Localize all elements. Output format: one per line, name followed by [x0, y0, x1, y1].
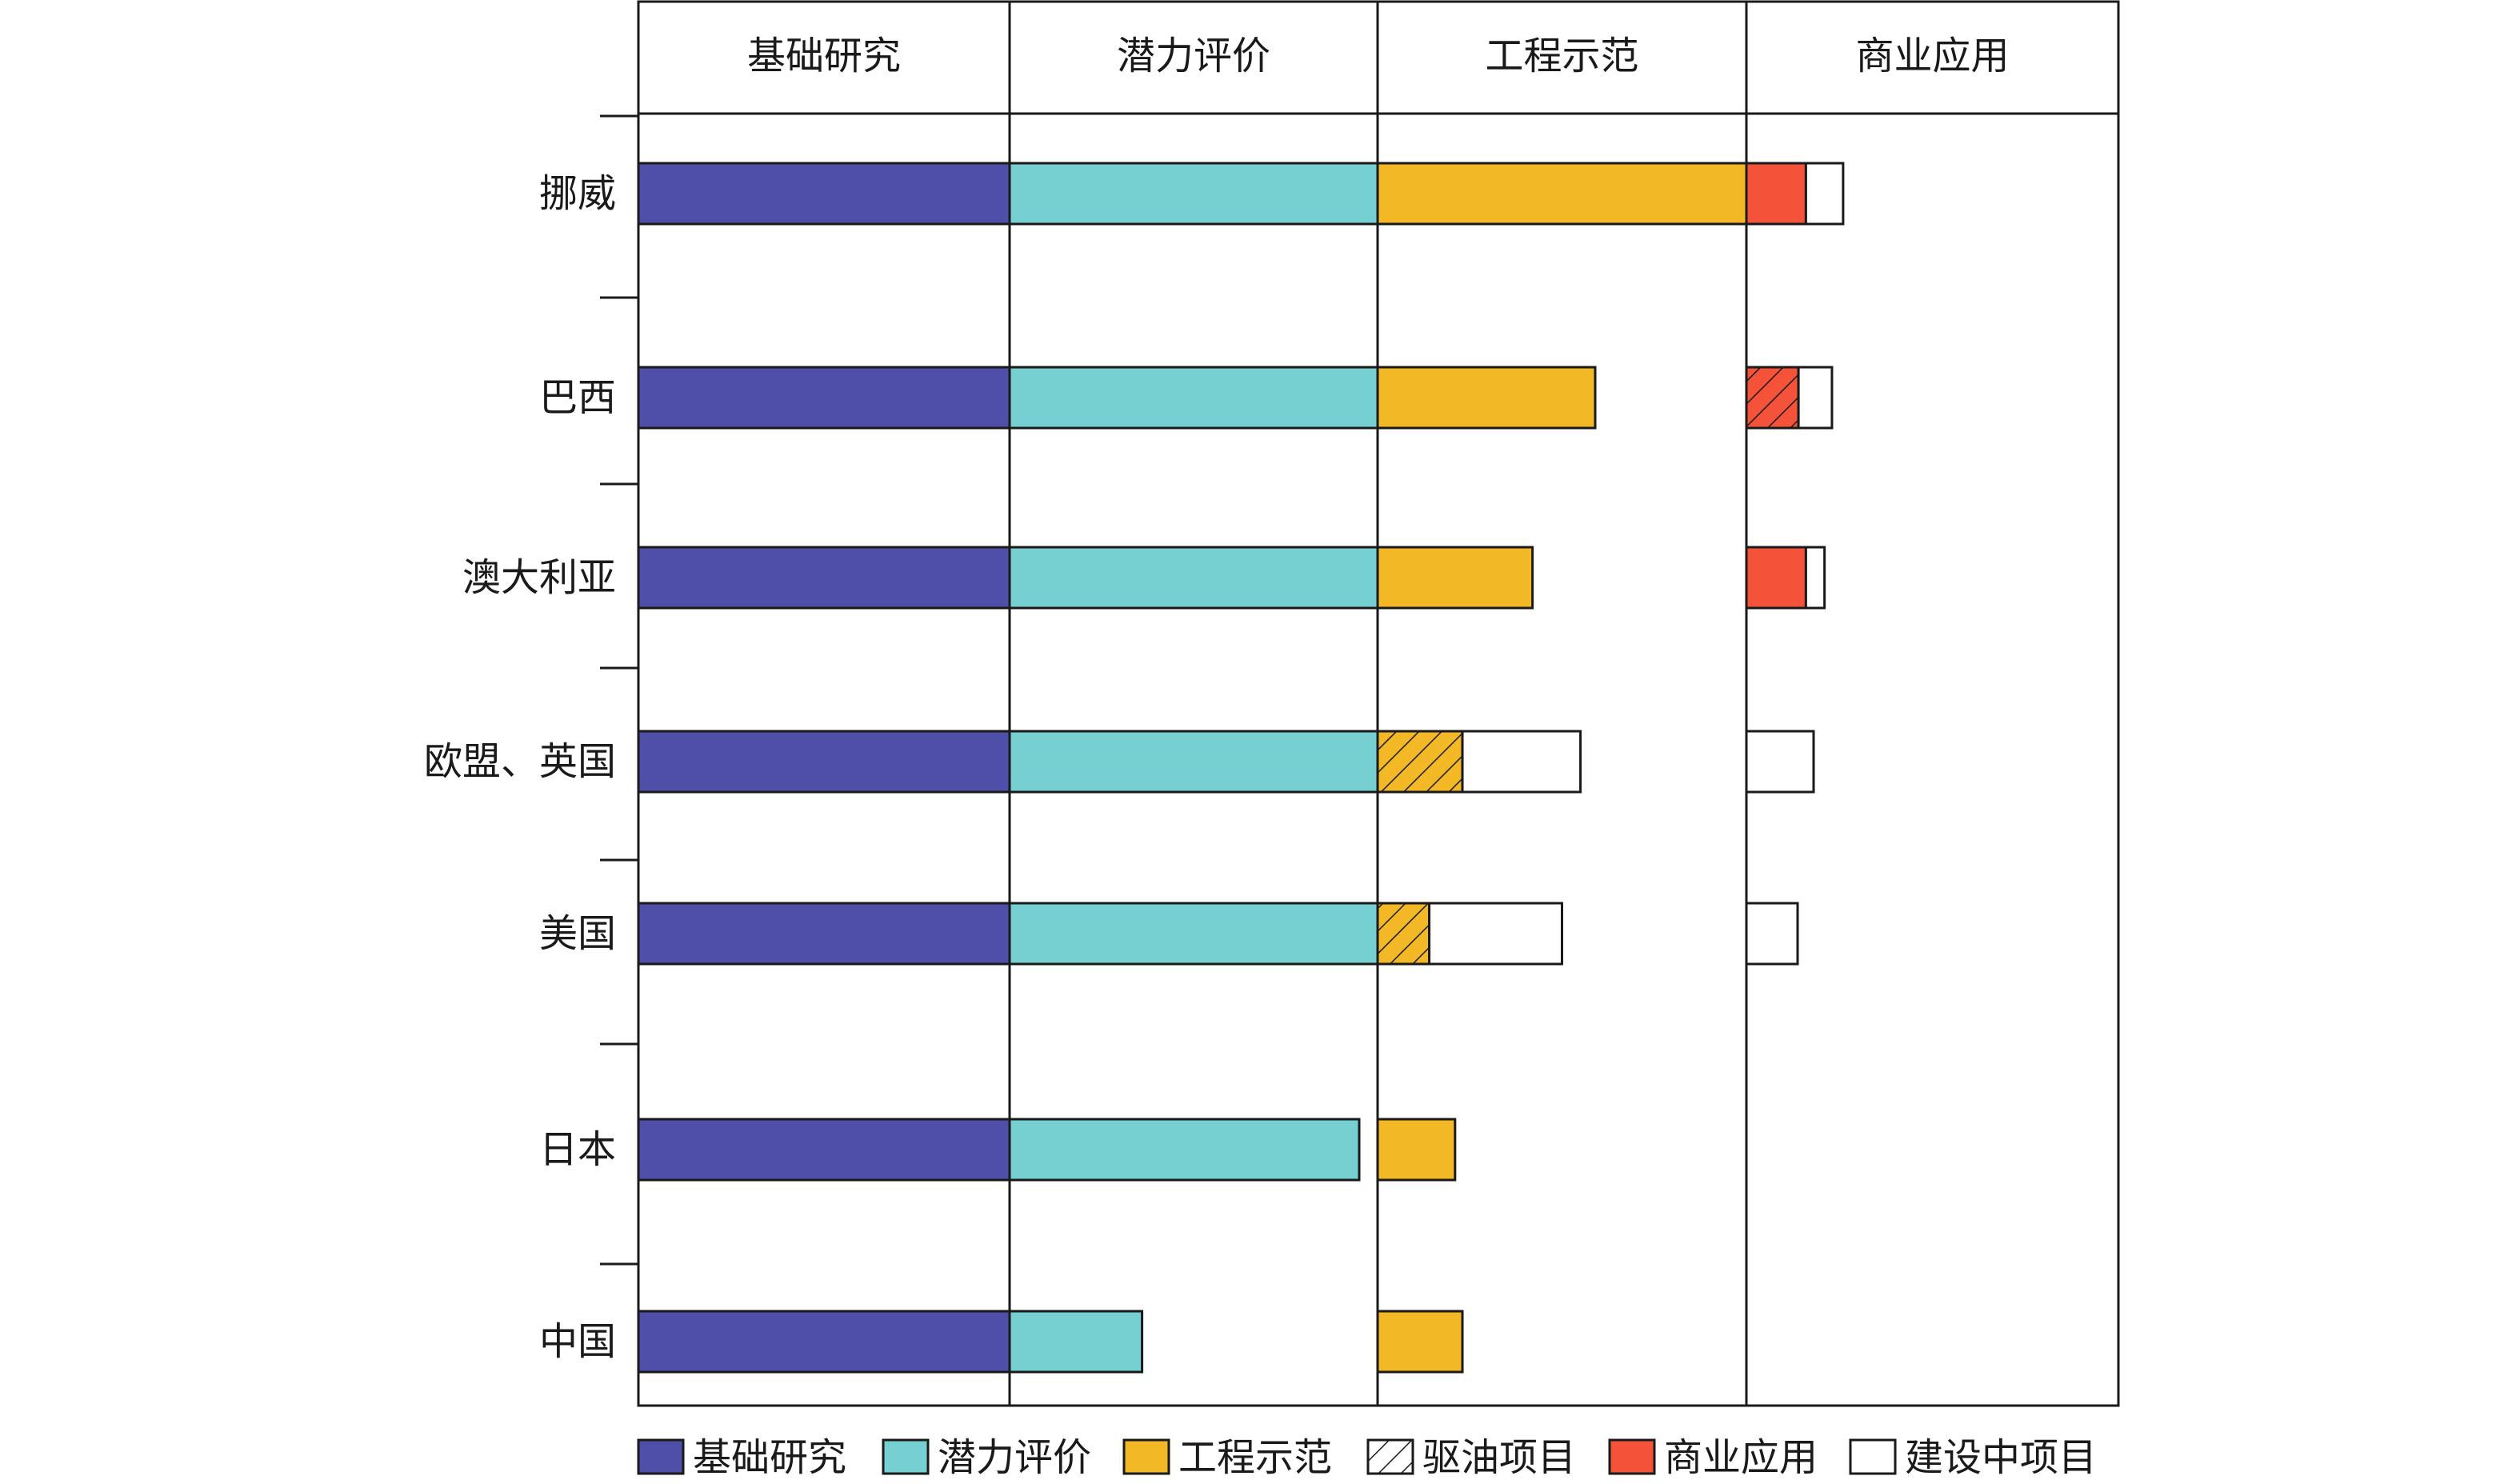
bars	[637, 162, 1845, 1374]
stage-header-label: 潜力评价	[1117, 34, 1270, 78]
legend-label: 潜力评价	[938, 1435, 1091, 1480]
stage-header-label: 商业应用	[1855, 34, 2009, 78]
bar-under-construction	[1745, 902, 1799, 966]
legend-swatch	[1849, 1438, 1897, 1475]
bar-potential-evaluation	[1008, 1310, 1144, 1374]
y-tick-label: 中国	[539, 1319, 616, 1364]
legend-label: 建设中项目	[1905, 1435, 2097, 1480]
bar-commercial-application	[1745, 366, 1800, 430]
bar-commercial-application	[1745, 162, 1807, 226]
bar-engineering-demo	[1376, 366, 1597, 430]
legend-label: 商业应用	[1664, 1435, 1818, 1480]
bar-potential-evaluation	[1008, 366, 1379, 430]
bar-engineering-demo	[1376, 546, 1534, 610]
y-tick-label: 美国	[539, 911, 616, 956]
bar-under-construction	[1804, 546, 1826, 610]
y-tick-label: 巴西	[539, 375, 616, 420]
bar-under-construction	[1461, 730, 1582, 794]
legend-swatch	[1608, 1438, 1656, 1475]
bar-engineering-demo	[1376, 1310, 1464, 1374]
stage-headers: 基础研究 潜力评价 工程示范 商业应用	[747, 34, 2010, 78]
bar-under-construction	[1745, 730, 1815, 794]
bar-under-construction	[1804, 162, 1845, 226]
bar-under-construction	[1797, 366, 1834, 430]
bar-potential-evaluation	[1008, 902, 1379, 966]
legend: 基础研究 潜力评价 工程示范 驱油项目 商业应用 建设中项目	[637, 1435, 2097, 1480]
bar-basic-research	[637, 546, 1011, 610]
bar-basic-research	[637, 1310, 1011, 1374]
bar-potential-evaluation	[1008, 730, 1379, 794]
legend-label: 驱油项目	[1422, 1435, 1576, 1480]
legend-swatch	[882, 1438, 930, 1475]
bar-eor-project	[1376, 730, 1464, 794]
legend-swatch	[637, 1438, 685, 1475]
bar-eor-project	[1376, 902, 1431, 966]
bar-potential-evaluation	[1008, 1118, 1361, 1182]
bar-basic-research	[637, 366, 1011, 430]
y-tick-label: 澳大利亚	[462, 555, 616, 600]
y-tick-label: 欧盟、英国	[424, 739, 616, 784]
bar-commercial-application	[1745, 546, 1807, 610]
y-tick-label: 日本	[539, 1127, 616, 1172]
stage-header-label: 工程示范	[1485, 34, 1638, 78]
bar-engineering-demo	[1376, 1118, 1457, 1182]
legend-swatch	[1366, 1438, 1414, 1475]
bar-basic-research	[637, 1118, 1011, 1182]
legend-label: 基础研究	[693, 1435, 846, 1480]
legend-swatch	[1122, 1438, 1170, 1475]
bar-under-construction	[1428, 902, 1564, 966]
bar-engineering-demo	[1376, 162, 1748, 226]
bar-basic-research	[637, 730, 1011, 794]
bar-potential-evaluation	[1008, 162, 1379, 226]
legend-label: 工程示范	[1178, 1435, 1332, 1480]
bar-basic-research	[637, 162, 1011, 226]
stage-header-label: 基础研究	[747, 34, 901, 78]
y-tick-label: 挪威	[539, 171, 616, 216]
bar-potential-evaluation	[1008, 546, 1379, 610]
bar-basic-research	[637, 902, 1011, 966]
